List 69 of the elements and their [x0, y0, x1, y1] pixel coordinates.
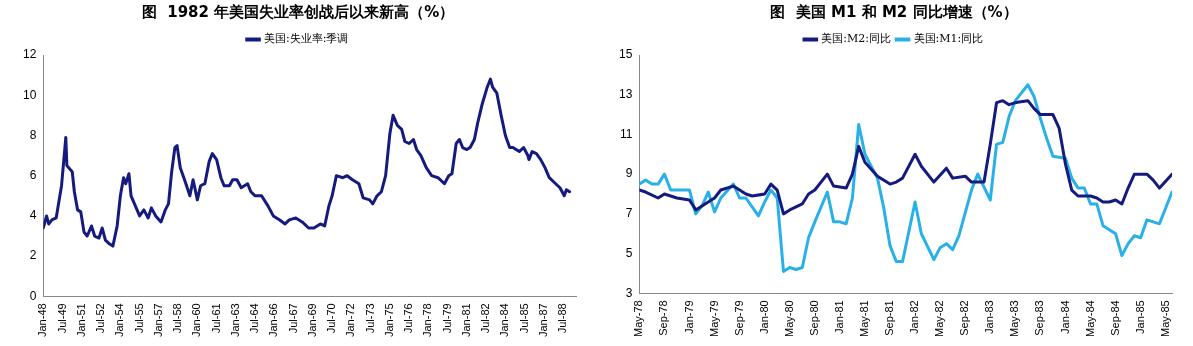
x-tick-label: May-84 [1083, 300, 1096, 338]
x-tick-label: Jul-49 [55, 303, 68, 334]
y-tick-label: 4 [29, 208, 37, 223]
y-tick-label: 8 [29, 127, 37, 142]
x-tick-label: Jan-51 [74, 303, 87, 338]
y-tick-label: 12 [22, 47, 37, 62]
legend-label: 美国:M1:同比 [913, 32, 984, 46]
x-tick-label: Jan-66 [267, 303, 280, 338]
y-tick-label: 0 [29, 288, 37, 303]
x-tick-label: Jan-63 [228, 303, 241, 338]
x-tick-label: Jan-87 [536, 303, 549, 338]
y-tick-label: 7 [625, 206, 633, 221]
chart-title: 图 美国 M1 和 M2 同比增速（%） [770, 2, 1018, 21]
x-tick-label: Jan-84 [498, 303, 511, 338]
x-tick-label: Jul-79 [440, 303, 453, 334]
x-tick-label: Sep-80 [807, 300, 820, 336]
x-tick-label: May-85 [1158, 300, 1171, 338]
x-tick-label: Jan-80 [757, 300, 770, 334]
y-tick-label: 6 [29, 168, 37, 182]
x-tick-label: Jan-75 [382, 303, 395, 338]
x-tick-label: Jan-72 [344, 303, 357, 338]
x-tick-label: Jul-52 [94, 303, 107, 334]
x-tick-label: Sep-82 [958, 300, 971, 336]
x-tick-label: Jul-58 [171, 303, 184, 334]
x-tick-label: Jan-54 [113, 303, 126, 338]
y-tick-label: 11 [619, 126, 633, 141]
x-tick-label: Sep-83 [1033, 300, 1046, 336]
legend-label: 美国:失业率:季调 [264, 32, 349, 46]
y-tick-label: 13 [618, 87, 633, 102]
y-tick-label: 3 [625, 285, 633, 300]
x-tick-label: May-78 [632, 300, 645, 338]
x-tick-label: Jul-55 [132, 303, 145, 334]
x-tick-label: May-82 [933, 300, 946, 338]
x-tick-label: Jul-88 [556, 303, 569, 334]
x-tick-label: Jan-78 [421, 303, 434, 338]
x-tick-label: Jul-76 [402, 303, 415, 334]
x-tick-label: Jan-85 [1133, 300, 1146, 334]
x-tick-label: May-83 [1008, 300, 1021, 338]
y-tick-label: 5 [625, 245, 633, 260]
x-tick-label: Jul-67 [286, 303, 299, 334]
x-tick-label: Jan-79 [682, 300, 695, 334]
x-tick-label: Sep-79 [732, 300, 745, 336]
x-tick-label: Sep-78 [657, 300, 670, 336]
x-tick-label: May-81 [857, 300, 870, 338]
x-tick-label: Jul-85 [517, 303, 530, 334]
x-tick-label: Jan-81 [459, 303, 472, 338]
x-tick-label: Sep-81 [883, 300, 896, 336]
x-tick-label: Jan-84 [1058, 300, 1071, 334]
x-tick-label: May-80 [782, 300, 795, 338]
y-tick-label: 2 [29, 248, 37, 263]
x-tick-label: Jan-57 [151, 303, 164, 338]
x-tick-label: Jul-64 [248, 303, 261, 334]
x-tick-label: Jul-61 [209, 303, 222, 334]
y-tick-label: 10 [22, 87, 37, 102]
legend-label: 美国:M2:同比 [821, 32, 892, 46]
y-tick-label: 15 [618, 47, 633, 62]
x-tick-label: Jan-81 [832, 300, 845, 334]
x-tick-label: Jan-48 [36, 303, 49, 338]
x-tick-label: Jan-69 [305, 303, 318, 338]
x-tick-label: May-79 [707, 300, 720, 338]
y-tick-label: 9 [625, 166, 633, 181]
x-tick-label: Jul-73 [363, 303, 376, 334]
x-tick-label: Jan-82 [908, 300, 921, 334]
chart-title: 图 1982 年美国失业率创战后以来新高（%） [141, 2, 455, 21]
x-tick-label: Jan-83 [983, 300, 996, 334]
x-tick-label: Jan-60 [190, 303, 203, 338]
x-tick-label: Jul-82 [479, 303, 492, 334]
x-tick-label: Jul-70 [325, 303, 338, 334]
x-tick-label: Sep-84 [1108, 300, 1121, 336]
